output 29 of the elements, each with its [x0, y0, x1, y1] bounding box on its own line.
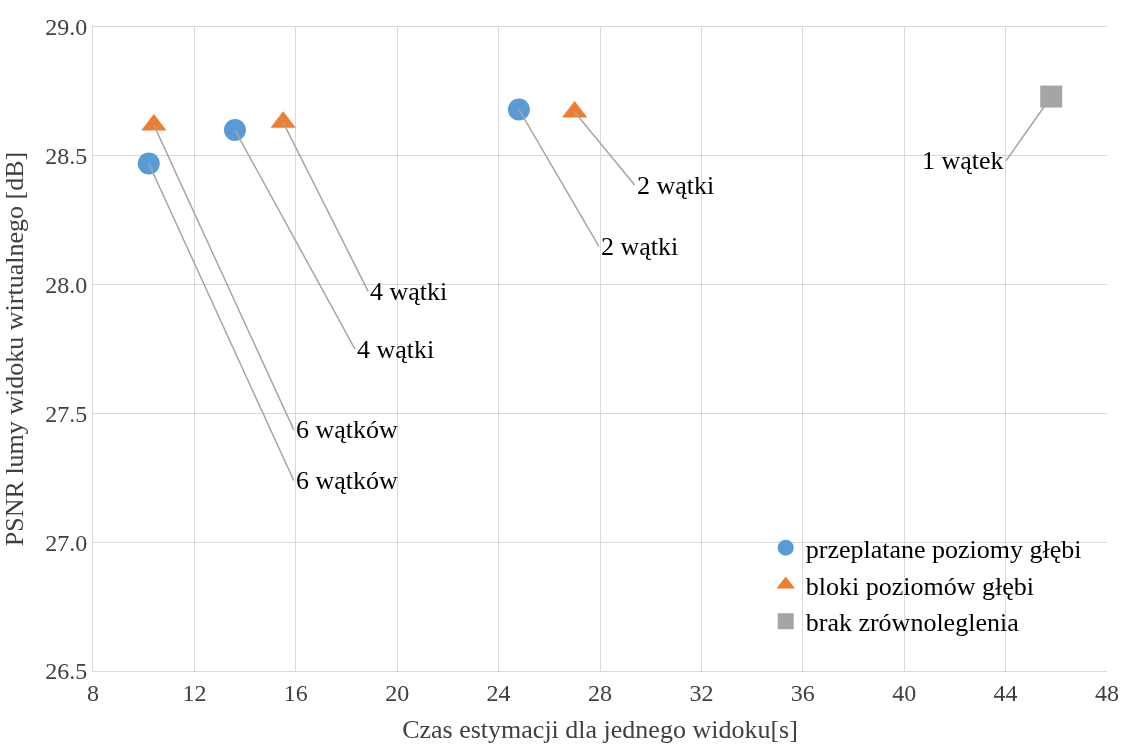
y-axis-title: PSNR lumy widoku wirtualnego [dB]	[0, 151, 29, 547]
x-tick-label: 8	[87, 679, 99, 706]
legend-label: bloki poziomów głębi	[805, 571, 1034, 601]
annotation: 2 wątki	[601, 232, 679, 261]
x-tick-label: 16	[283, 679, 308, 706]
x-axis-title: Czas estymacji dla jednego widoku[s]	[402, 715, 798, 745]
x-tick-label: 24	[486, 679, 511, 706]
y-tick-label: 27.0	[45, 529, 88, 556]
x-tick-label: 28	[588, 679, 612, 706]
x-tick-label: 12	[182, 679, 207, 706]
x-tick-label: 20	[385, 679, 410, 706]
legend-label: brak zrównoleglenia	[805, 608, 1020, 638]
x-tick-label: 36	[790, 679, 815, 706]
annotation: 6 wątków	[296, 415, 399, 444]
y-tick-label: 26.5	[45, 658, 88, 685]
annotation: 4 wątki	[370, 277, 448, 306]
x-tick-label: 32	[689, 679, 714, 706]
y-tick-label: 28.0	[45, 272, 88, 298]
x-tick-label: 48	[1095, 679, 1119, 706]
annotation: 4 wątki	[357, 335, 435, 364]
y-tick-label: 28.5	[45, 143, 88, 170]
annotation: 6 wątków	[296, 466, 399, 495]
x-tick-label: 40	[892, 679, 917, 706]
legend-label: przeplatane poziomy głębi	[805, 534, 1082, 564]
y-tick-label: 29.0	[45, 14, 88, 41]
x-tick-label: 44	[993, 679, 1018, 706]
y-tick-label: 27.5	[45, 400, 88, 427]
annotation: 1 wątek	[922, 146, 1004, 175]
annotation: 2 wątki	[637, 171, 715, 200]
